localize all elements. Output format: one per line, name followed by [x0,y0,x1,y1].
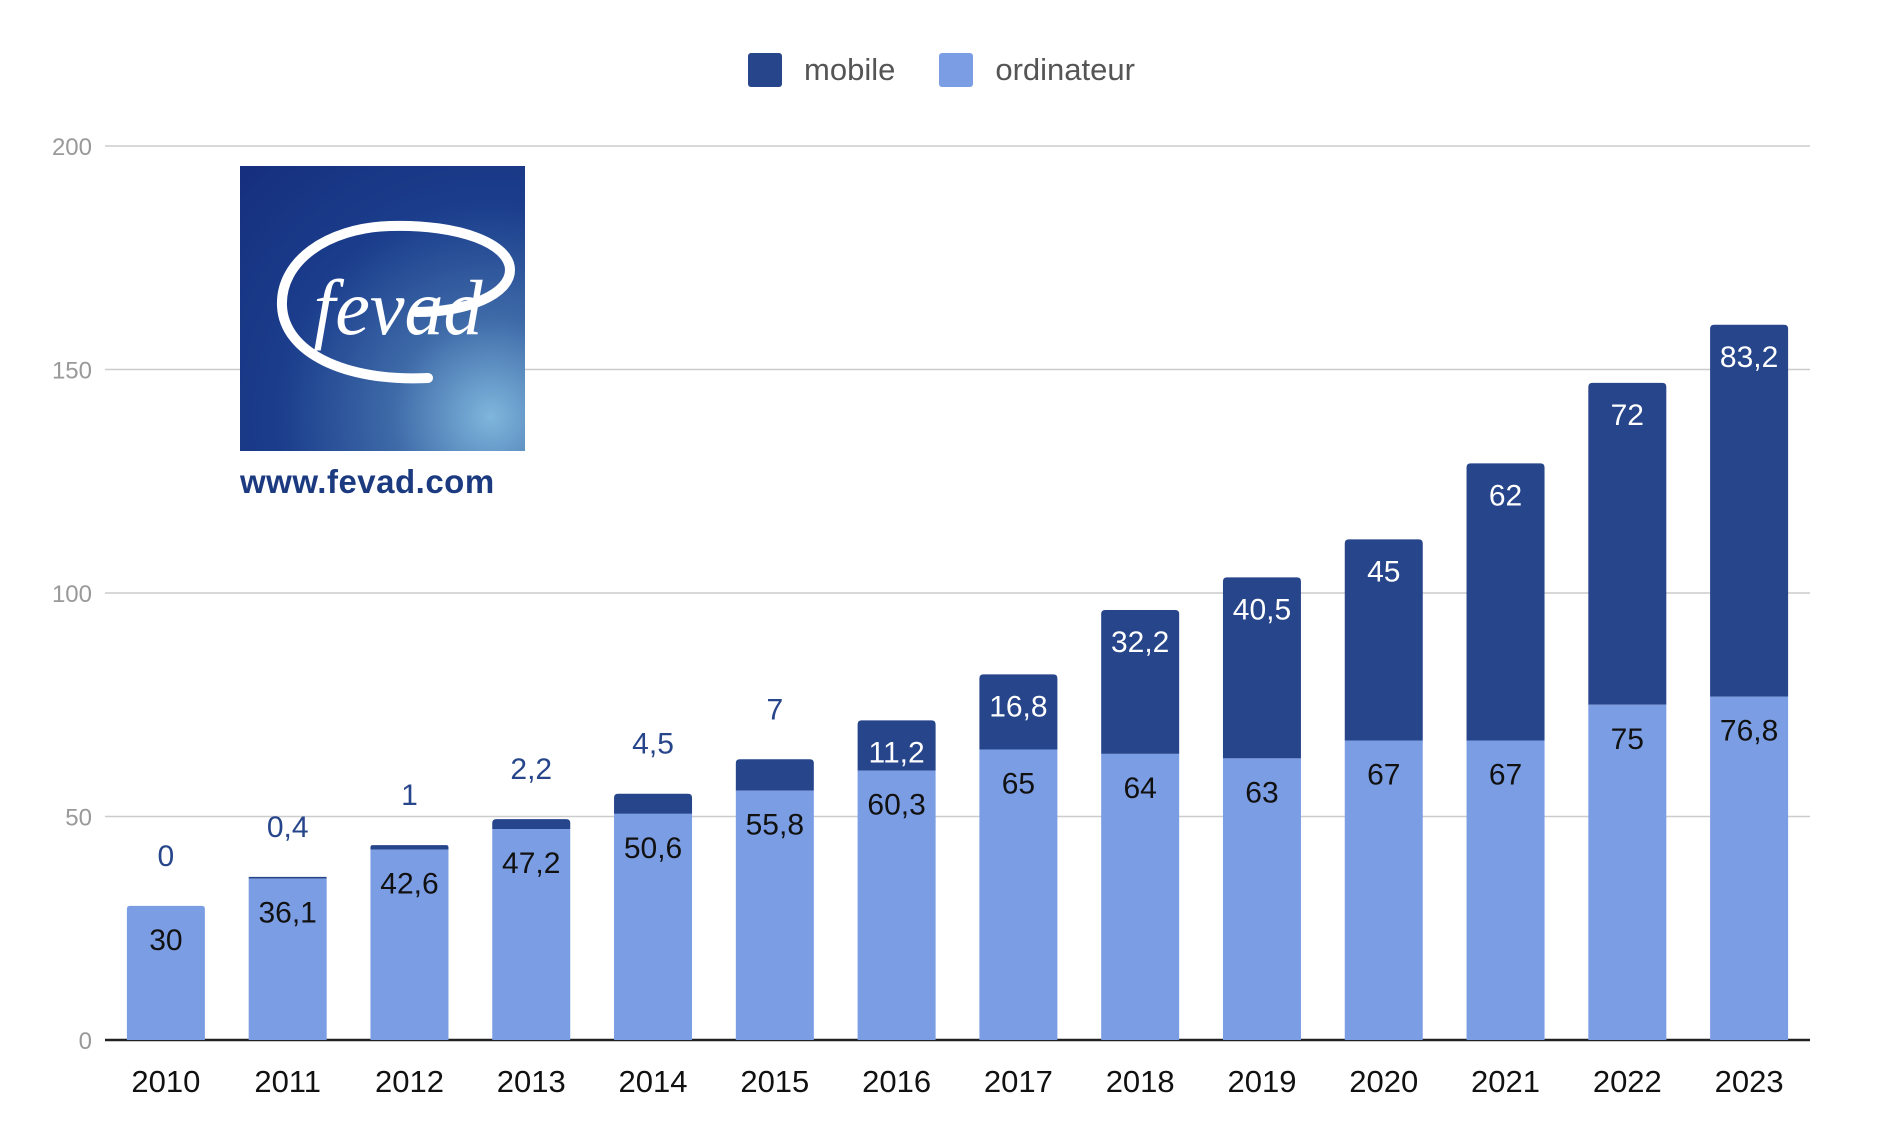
bar-mobile-2020 [1344,539,1423,741]
bar-mobile-2016 [857,720,936,771]
y-tick-label: 50 [65,805,92,832]
bar-ordinateur-2022 [1588,704,1667,1040]
data-label-mobile: 1 [401,779,418,812]
data-label-mobile: 40,5 [1233,593,1291,626]
fevad-logo-mark: fevad [240,166,525,451]
x-tick-label: 2012 [375,1064,444,1099]
bar-ordinateur-2023 [1710,696,1789,1040]
bar-ordinateur-2019 [1222,758,1301,1040]
bar-ordinateur-2011 [248,878,327,1040]
bar-ordinateur-2018 [1101,753,1180,1040]
bar-ordinateur-2010 [126,905,205,1040]
x-tick-label: 2013 [497,1064,566,1099]
y-tick-label: 150 [52,358,92,385]
data-label-ordinateur: 64 [1123,772,1156,805]
data-label-mobile: 4,5 [632,728,674,761]
x-tick-label: 2019 [1227,1064,1296,1099]
data-label-mobile: 7 [766,693,783,726]
logo-url: www.fevad.com [240,463,495,500]
legend-label-mobile: mobile [804,52,896,87]
x-tick-label: 2022 [1593,1064,1662,1099]
data-label-mobile: 45 [1367,555,1400,588]
bar-mobile-2018 [1101,609,1180,754]
bar-mobile-2023 [1710,324,1789,697]
y-tick-label: 0 [79,1028,92,1055]
logo-brand-text: fevad [314,264,484,351]
legend-item-ordinateur[interactable]: ordinateur [939,52,1135,88]
bar-mobile-2011 [248,876,327,879]
data-label-ordinateur: 65 [1002,767,1035,800]
bar-ordinateur-2017 [979,749,1058,1040]
data-label-ordinateur: 60,3 [867,788,925,821]
data-label-mobile: 0,4 [267,811,309,844]
bar-mobile-2015 [735,759,814,791]
bar-mobile-2017 [979,674,1058,750]
legend-swatch-ordinateur [939,53,974,87]
legend-item-mobile[interactable]: mobile [748,52,895,88]
data-label-mobile: 16,8 [989,690,1047,723]
data-label-mobile: 0 [158,840,175,873]
data-label-ordinateur: 63 [1245,776,1278,809]
y-tick-label: 100 [52,581,92,608]
bar-mobile-2019 [1222,577,1301,759]
x-tick-label: 2015 [740,1064,809,1099]
bar-ordinateur-2016 [857,770,936,1040]
data-label-mobile: 83,2 [1720,341,1778,374]
x-tick-label: 2017 [984,1064,1053,1099]
x-tick-label: 2014 [619,1064,688,1099]
data-label-ordinateur: 76,8 [1720,715,1778,748]
bar-mobile-2022 [1588,382,1667,705]
data-label-ordinateur: 42,6 [380,868,438,901]
bar-mobile-2014 [614,793,693,814]
bar-mobile-2013 [492,819,571,830]
data-label-ordinateur: 36,1 [258,897,316,930]
bar-mobile-2021 [1466,463,1545,741]
data-label-mobile: 62 [1489,479,1522,512]
bar-ordinateur-2020 [1344,740,1423,1040]
bar-ordinateur-2015 [735,790,814,1040]
data-label-ordinateur: 50,6 [624,832,682,865]
legend-swatch-mobile [748,53,783,87]
data-label-mobile: 11,2 [869,736,925,769]
bar-ordinateur-2012 [370,849,449,1040]
fevad-logo: fevad www.fevad.com [240,166,528,502]
bar-mobile-2012 [370,845,449,850]
data-label-ordinateur: 55,8 [746,809,804,842]
data-label-ordinateur: 47,2 [502,847,560,880]
y-tick-label: 200 [52,134,92,161]
data-label-ordinateur: 67 [1367,759,1400,792]
x-tick-label: 2023 [1715,1064,1784,1099]
bar-ordinateur-2013 [492,829,571,1040]
data-labels: 30 0 36,1 0,4 42,6 1 47,2 2,2 50,6 4,5 55,8 7 60,3 11… [149,341,1778,957]
bars [126,324,1789,1040]
data-label-mobile: 32,2 [1111,626,1169,659]
bar-ordinateur-2014 [614,813,693,1040]
x-tick-label: 2020 [1349,1064,1418,1099]
data-label-mobile: 2,2 [510,753,552,786]
x-tick-label: 2018 [1106,1064,1175,1099]
x-tick-label: 2021 [1471,1064,1540,1099]
data-label-mobile: 72 [1611,399,1644,432]
x-axis-ticks: 2010 2011 2012 2013 2014 2015 2016 2017 2018 2019… [131,1064,1783,1099]
x-tick-label: 2011 [254,1064,321,1099]
x-tick-label: 2016 [862,1064,931,1099]
data-label-ordinateur: 75 [1611,723,1644,756]
bar-ordinateur-2021 [1466,740,1545,1040]
legend-label-ordinateur: ordinateur [995,52,1135,87]
y-axis-ticks: 0 50 100 150 200 [52,134,92,1055]
legend: mobile ordinateur [0,50,1883,90]
data-label-ordinateur: 30 [149,924,182,957]
x-tick-label: 2010 [131,1064,200,1099]
data-label-ordinateur: 67 [1489,759,1522,792]
